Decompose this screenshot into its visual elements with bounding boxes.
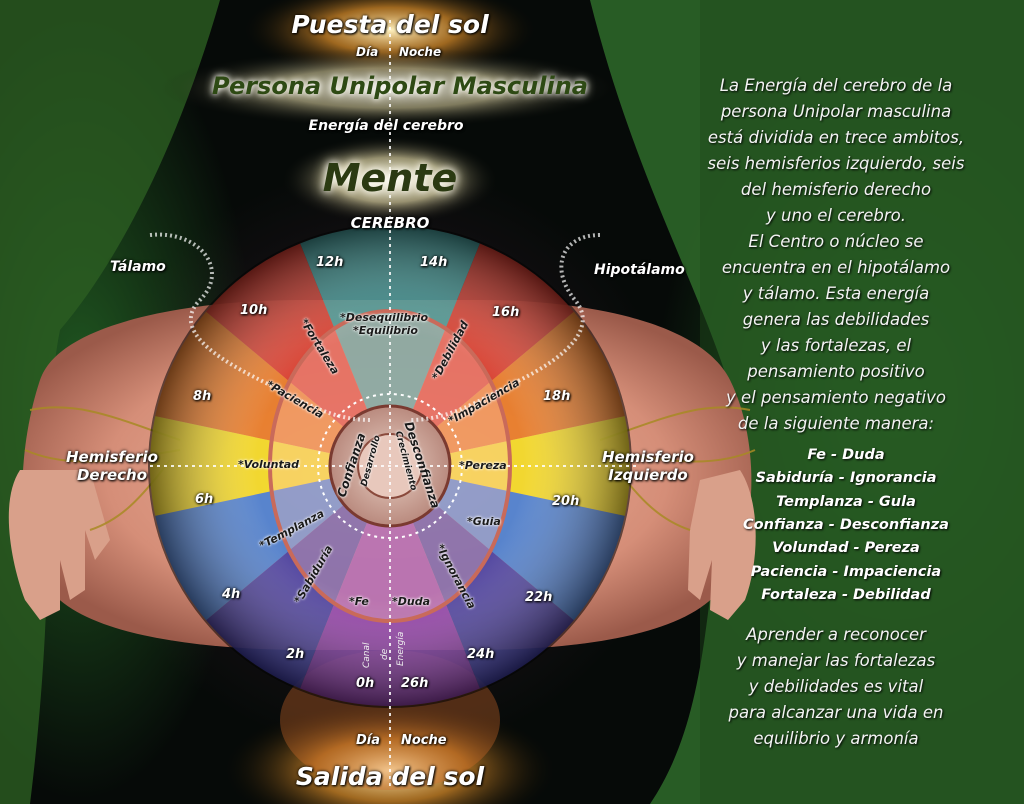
hour-2: 2h xyxy=(286,647,305,662)
wheel-pereza: *Pereza xyxy=(459,459,507,472)
hour-4: 4h xyxy=(222,587,241,602)
wheel-fe: *Fe xyxy=(349,595,369,608)
day-label-top: Día xyxy=(356,45,379,59)
right-hemisphere-line2: Derecho xyxy=(76,466,148,484)
closing-line: para alcanzar una vida en xyxy=(728,703,944,722)
night-label-top: Noche xyxy=(399,45,442,59)
sunset-title: Puesta del sol xyxy=(291,10,489,39)
wheel-duda: *Duda xyxy=(392,595,431,608)
right-hand xyxy=(688,470,756,620)
hour-24: 24h xyxy=(467,647,495,662)
sunrise-title: Salida del sol xyxy=(295,762,485,791)
description-line: El Centro o núcleo se xyxy=(748,232,924,251)
virtue-pair: Paciencia - Impaciencia xyxy=(750,563,942,580)
closing-line: equilibrio y armonía xyxy=(753,729,919,748)
closing-line: y debilidades es vital xyxy=(748,677,924,696)
description-line: pensamiento positivo xyxy=(747,362,925,381)
right-hemisphere-line1: Hemisferio xyxy=(66,448,158,466)
description-line: y uno el cerebro. xyxy=(765,206,906,225)
virtue-pair: Fortaleza - Debilidad xyxy=(761,586,931,603)
mind-label: Mente xyxy=(322,156,458,200)
canal-label: Canal xyxy=(362,642,372,668)
right-hemisphere-label: Hemisferio Derecho xyxy=(62,448,162,484)
virtue-pair: Confianza - Desconfianza xyxy=(743,516,949,533)
hypothalamus-label: Hipotálamo xyxy=(594,262,685,278)
virtue-pair: Sabiduría - Ignorancia xyxy=(755,470,937,487)
description-line: genera las debilidades xyxy=(742,310,930,329)
virtue-pair: Templanza - Gula xyxy=(776,493,916,510)
closing-line: y manejar las fortalezas xyxy=(736,651,936,670)
night-label-bottom: Noche xyxy=(401,733,447,748)
left-hand xyxy=(8,470,110,620)
day-label-bottom: Día xyxy=(356,733,381,748)
description-line: del hemisferio derecho xyxy=(740,180,932,199)
hour-6: 6h xyxy=(195,492,214,507)
wheel-voluntad: *Voluntad xyxy=(238,458,300,471)
description-line: persona Unipolar masculina xyxy=(720,102,952,121)
wheel-guia: *Guia xyxy=(467,515,501,528)
energy-label: Energía del cerebro xyxy=(308,118,464,134)
description-line: encuentra en el hipotálamo xyxy=(721,258,951,277)
canal-de-label: de xyxy=(380,648,390,660)
wheel-equilibrio: *Equilibrio xyxy=(353,324,418,337)
left-curtain xyxy=(0,0,220,804)
hour-20: 20h xyxy=(552,494,580,509)
hour-14: 14h xyxy=(420,255,448,270)
description-line: y las fortalezas, el xyxy=(760,336,912,355)
closing-text: Aprender a reconocer y manejar las fortal… xyxy=(706,622,966,752)
virtue-pair: Volundad - Pereza xyxy=(772,540,920,557)
canal-energia-label: Energía xyxy=(396,631,406,666)
left-hemisphere-line1: Hemisferio xyxy=(602,448,694,466)
virtue-pair: Fe - Duda xyxy=(807,447,885,463)
closing-line: Aprender a reconocer xyxy=(746,625,926,644)
hour-8: 8h xyxy=(193,389,212,404)
page-title: Persona Unipolar Masculina xyxy=(212,72,588,100)
description-line: seis hemisferios izquierdo, seis xyxy=(707,154,965,173)
hour-16: 16h xyxy=(492,305,520,320)
brain-label: CEREBRO xyxy=(350,214,430,232)
left-hemisphere-line2: Izquierdo xyxy=(608,466,688,484)
hour-22: 22h xyxy=(525,590,553,605)
wheel-desequilibrio: *Desequilibrio xyxy=(340,311,428,324)
hour-26: 26h xyxy=(401,676,429,691)
hour-18: 18h xyxy=(543,389,571,404)
hour-10: 10h xyxy=(240,303,268,318)
description-line: y el pensamiento negativo xyxy=(726,388,946,407)
description-line: La Energía del cerebro de la xyxy=(719,76,953,95)
description-text: La Energía del cerebro de la persona Unip… xyxy=(686,73,986,437)
hour-12: 12h xyxy=(316,255,344,270)
description-line: de la siguiente manera: xyxy=(737,414,935,433)
left-hemisphere-label: Hemisferio Izquierdo xyxy=(598,448,698,484)
description-line: y tálamo. Esta energía xyxy=(742,284,930,303)
right-curtain xyxy=(590,0,1024,804)
description-line: está dividida en trece ambitos, xyxy=(707,128,965,147)
thalamus-label: Tálamo xyxy=(110,259,166,275)
hour-0: 0h xyxy=(356,676,375,691)
